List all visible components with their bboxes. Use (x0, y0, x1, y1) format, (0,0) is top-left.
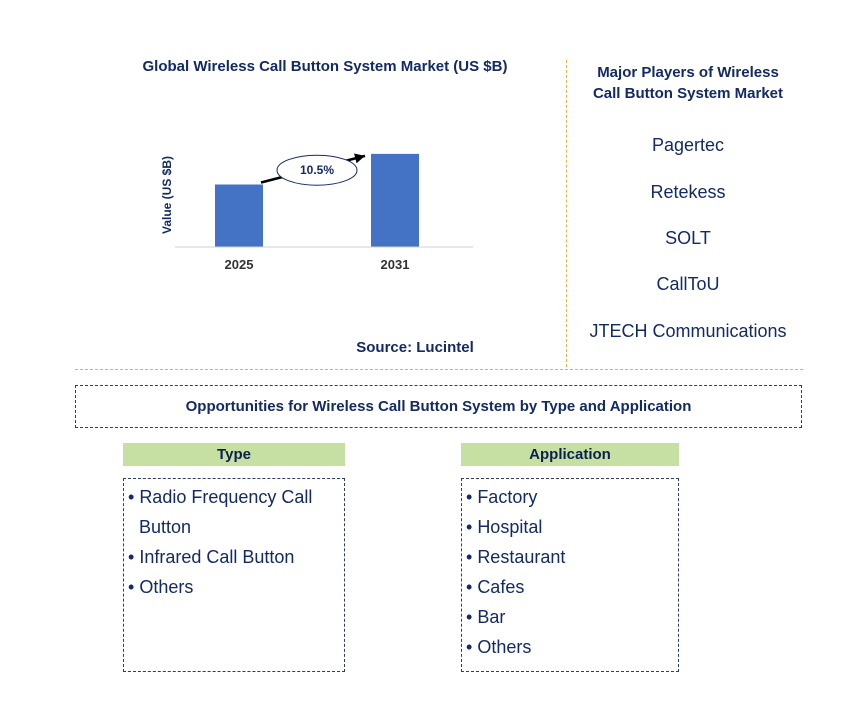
player-item: CallToU (656, 274, 720, 294)
application-item: • Cafes (466, 577, 525, 597)
application-list: • Factory • Hospital • Restaurant • Cafe… (461, 478, 679, 672)
vertical-divider (566, 60, 567, 367)
player-item: SOLT (665, 228, 711, 248)
type-item: • Others (128, 577, 194, 597)
cagr-label: 10.5% (300, 163, 334, 177)
bar-2031 (371, 153, 419, 247)
application-item: • Factory (466, 487, 538, 507)
chart-title: Global Wireless Call Button System Marke… (142, 58, 508, 75)
type-item: • Infrared Call Button (128, 547, 295, 567)
application-item: • Others (466, 637, 532, 657)
players-title: Major Players of Wireless Call Button Sy… (578, 62, 798, 104)
growth-arrow-head (354, 153, 365, 164)
application-item: • Restaurant (466, 547, 566, 567)
player-item: Retekess (650, 182, 726, 202)
x-tick-label: 2025 (225, 257, 254, 272)
opportunities-banner: Opportunities for Wireless Call Button S… (75, 385, 802, 428)
players-title-line2: Call Button System Market (592, 85, 784, 102)
horizontal-divider (75, 369, 803, 370)
player-item: Pagertec (651, 135, 725, 155)
cagr-ellipse (276, 154, 358, 186)
y-axis-label: Value (US $B) (160, 156, 174, 234)
x-tick-label: 2031 (381, 257, 410, 272)
type-header: Type (123, 443, 345, 466)
player-item: JTECH Communications (589, 321, 787, 341)
bar-2025 (215, 184, 263, 247)
application-header: Application (461, 443, 679, 466)
application-item: • Hospital (466, 517, 543, 537)
type-list: • Radio Frequency Call Button • Infrared… (123, 478, 345, 672)
source-label: Source: Lucintel (356, 339, 474, 356)
application-item: • Bar (466, 607, 506, 627)
players-title-line1: Major Players of Wireless (597, 64, 779, 81)
bar-chart: Value (US $B) 2025 2031 10.5% (160, 153, 473, 272)
type-item: • Radio Frequency Call Button (128, 487, 313, 537)
